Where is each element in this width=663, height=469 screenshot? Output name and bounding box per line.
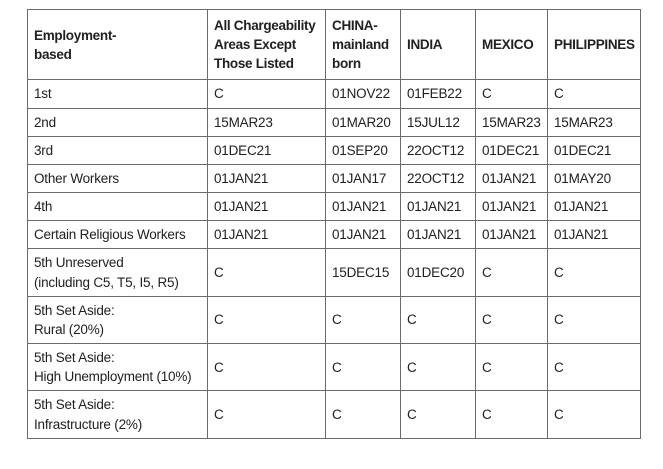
date-cell: 01JAN21 <box>475 192 548 222</box>
row-category-cell: 4th <box>27 192 208 222</box>
date-cell: 01JAN21 <box>400 192 476 222</box>
date-cell: 01JAN21 <box>475 163 548 194</box>
table-row-1st: 1st C 01NOV22 01FEB22 C C <box>27 79 641 109</box>
visa-bulletin-table-container: Employment- based All Chargeability Area… <box>27 8 641 439</box>
date-cell: C <box>547 343 641 392</box>
date-cell: 01JAN21 <box>475 220 548 250</box>
date-cell: 15MAR23 <box>547 107 641 137</box>
date-cell: 01NOV22 <box>325 79 401 109</box>
column-header-all-chargeability: All Chargeability Areas Except Those Lis… <box>207 8 326 81</box>
date-cell: C <box>207 248 326 297</box>
row-category-cell: 3rd <box>27 135 208 165</box>
date-cell: C <box>207 343 326 392</box>
table-body: 1st C 01NOV22 01FEB22 C C 2nd 15MAR23 01… <box>27 79 641 439</box>
row-category-cell: 2nd <box>27 107 208 137</box>
column-header-philippines: PHILIPPINES <box>547 8 641 81</box>
date-cell: 01JAN21 <box>325 192 401 222</box>
date-cell: 01DEC21 <box>547 135 641 165</box>
table-row-4th: 4th 01JAN21 01JAN21 01JAN21 01JAN21 01JA… <box>27 192 641 222</box>
date-cell: 01JAN21 <box>207 163 326 194</box>
date-cell: 01JAN21 <box>207 192 326 222</box>
date-cell: 22OCT12 <box>400 135 476 165</box>
row-category-cell: 5th Set Aside: Infrastructure (2%) <box>27 390 208 439</box>
table-row-certain-religious-workers: Certain Religious Workers 01JAN21 01JAN2… <box>27 220 641 250</box>
date-cell: 01FEB22 <box>400 79 476 109</box>
date-cell: C <box>475 390 548 439</box>
date-cell: C <box>547 390 641 439</box>
date-cell: 15MAR23 <box>207 107 326 137</box>
table-row-3rd: 3rd 01DEC21 01SEP20 22OCT12 01DEC21 01DE… <box>27 135 641 165</box>
date-cell: 01JAN17 <box>325 163 401 194</box>
date-cell: 01DEC21 <box>475 135 548 165</box>
date-cell: 15DEC15 <box>325 248 401 297</box>
table-row-other-workers: Other Workers 01JAN21 01JAN17 22OCT12 01… <box>27 163 641 194</box>
row-category-cell: Other Workers <box>27 163 208 194</box>
table-row-5th-set-aside-infrastructure: 5th Set Aside: Infrastructure (2%) C C C… <box>27 390 641 439</box>
date-cell: C <box>547 295 641 345</box>
column-header-china-mainland-born: CHINA- mainland born <box>325 8 401 81</box>
date-cell: C <box>475 343 548 392</box>
row-category-cell: 5th Set Aside: High Unemployment (10%) <box>27 343 208 392</box>
date-cell: C <box>547 248 641 297</box>
table-row-5th-set-aside-rural: 5th Set Aside: Rural (20%) C C C C C <box>27 295 641 345</box>
row-category-cell: Certain Religious Workers <box>27 220 208 250</box>
date-cell: 22OCT12 <box>400 163 476 194</box>
column-header-mexico: MEXICO <box>475 8 548 81</box>
date-cell: C <box>325 343 401 392</box>
row-category-cell: 5th Unreserved (including C5, T5, I5, R5… <box>27 248 208 297</box>
date-cell: C <box>207 79 326 109</box>
column-header-employment-based: Employment- based <box>27 8 208 81</box>
date-cell: C <box>207 390 326 439</box>
date-cell: 15JUL12 <box>400 107 476 137</box>
date-cell: 01JAN21 <box>207 220 326 250</box>
employment-based-final-action-dates-table: Employment- based All Chargeability Area… <box>27 8 641 439</box>
column-header-india: INDIA <box>400 8 476 81</box>
date-cell: C <box>475 248 548 297</box>
date-cell: C <box>325 390 401 439</box>
date-cell: C <box>475 79 548 109</box>
row-category-cell: 5th Set Aside: Rural (20%) <box>27 295 208 345</box>
date-cell: C <box>325 295 401 345</box>
date-cell: C <box>207 295 326 345</box>
date-cell: C <box>547 79 641 109</box>
date-cell: 01JAN21 <box>547 192 641 222</box>
table-row-5th-set-aside-high-unemployment: 5th Set Aside: High Unemployment (10%) C… <box>27 343 641 392</box>
date-cell: 01JAN21 <box>400 220 476 250</box>
date-cell: 15MAR23 <box>475 107 548 137</box>
date-cell: 01MAY20 <box>547 163 641 194</box>
date-cell: 01JAN21 <box>547 220 641 250</box>
table-row-5th-unreserved: 5th Unreserved (including C5, T5, I5, R5… <box>27 248 641 297</box>
date-cell: 01SEP20 <box>325 135 401 165</box>
date-cell: 01JAN21 <box>325 220 401 250</box>
date-cell: 01MAR20 <box>325 107 401 137</box>
date-cell: C <box>400 343 476 392</box>
table-row-2nd: 2nd 15MAR23 01MAR20 15JUL12 15MAR23 15MA… <box>27 107 641 137</box>
date-cell: C <box>400 295 476 345</box>
header-row: Employment- based All Chargeability Area… <box>27 8 641 81</box>
date-cell: 01DEC21 <box>207 135 326 165</box>
row-category-cell: 1st <box>27 79 208 109</box>
date-cell: C <box>475 295 548 345</box>
date-cell: C <box>400 390 476 439</box>
date-cell: 01DEC20 <box>400 248 476 297</box>
